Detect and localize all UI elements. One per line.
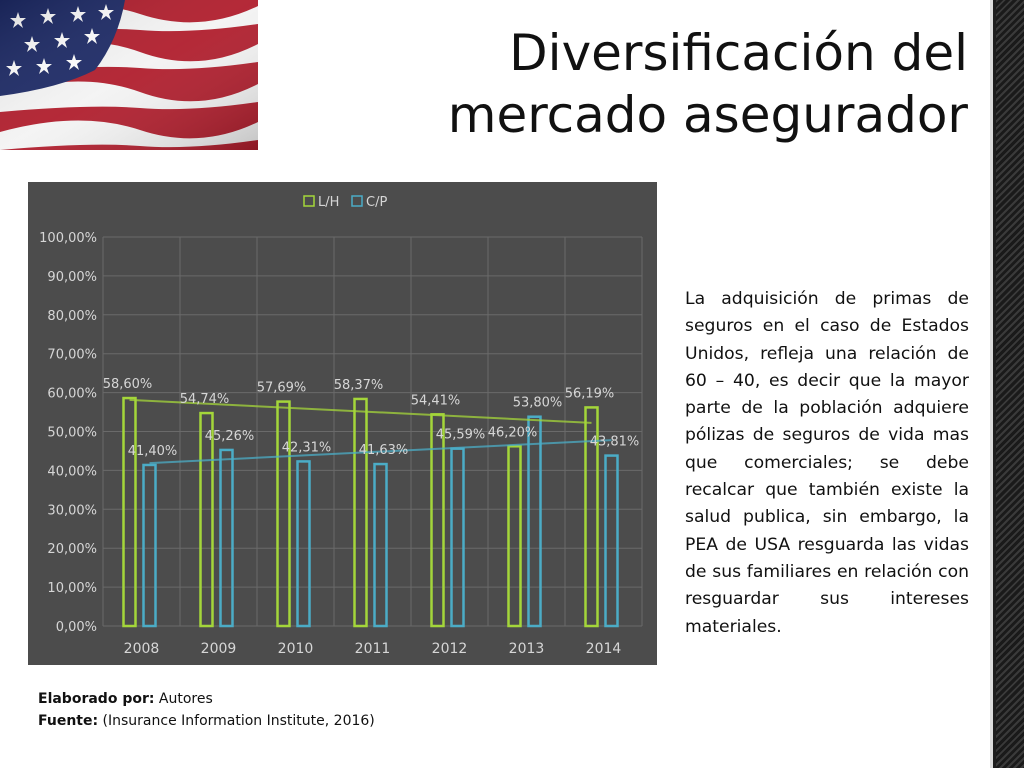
bar-lh: [507, 445, 522, 628]
x-tick-label: 2010: [278, 641, 314, 657]
trendline-cp: [149, 439, 612, 465]
y-tick-label: 100,00%: [39, 231, 97, 246]
credits-source-line: Fuente: (Insurance Information Institute…: [38, 710, 375, 732]
y-tick-label: 40,00%: [47, 464, 97, 479]
credits: Elaborado por: Autores Fuente: (Insuranc…: [38, 688, 375, 732]
x-tick-label: 2013: [509, 641, 545, 657]
title-line-1: Diversificación del: [509, 24, 968, 82]
bar-lh: [276, 400, 291, 628]
data-label-lh: 58,60%: [103, 377, 153, 392]
data-label-cp: 41,40%: [128, 444, 178, 459]
title-line-2: mercado asegurador: [447, 86, 968, 144]
legend-swatch: [351, 195, 363, 207]
bar-cp: [296, 460, 311, 628]
data-label-cp: 42,31%: [282, 440, 332, 455]
chart-svg: 0,00% 10,00% 20,00% 30,00% 40,00% 50,00% 60,00…: [39, 195, 643, 657]
data-label-cp: 41,63%: [359, 443, 409, 458]
y-tick-label: 50,00%: [47, 426, 97, 441]
data-label-lh: 54,74%: [180, 392, 230, 407]
data-label-cp: 53,80%: [513, 396, 563, 411]
y-tick-label: 10,00%: [47, 581, 97, 596]
credits-author-value: Autores: [154, 691, 213, 707]
description-paragraph: La adquisición de primas de seguros en e…: [685, 289, 969, 637]
bar-cp: [604, 454, 619, 628]
data-label-lh: 54,41%: [411, 393, 461, 408]
bar-cp: [373, 462, 388, 628]
y-tick-label: 30,00%: [47, 503, 97, 518]
data-label-cp: 43,81%: [590, 435, 640, 450]
bar-cp: [219, 448, 234, 628]
y-tick-label: 80,00%: [47, 309, 97, 324]
data-label-lh: 56,19%: [565, 386, 615, 401]
bar-lh: [199, 411, 214, 628]
y-tick-label: 20,00%: [47, 542, 97, 557]
trendline-lh: [129, 398, 592, 424]
bar-cp: [450, 447, 465, 628]
slide-title: Diversificación del mercado asegurador: [408, 22, 968, 146]
bar-lh: [430, 413, 445, 628]
y-tick-label: 0,00%: [56, 620, 97, 635]
data-label-cp: 45,59%: [436, 428, 486, 443]
legend-label: L/H: [318, 195, 339, 210]
x-tick-label: 2008: [124, 641, 160, 657]
legend-swatch: [303, 195, 315, 207]
data-label-cp: 45,26%: [205, 429, 255, 444]
data-label-lh: 58,37%: [334, 378, 384, 393]
x-tick-label: 2009: [201, 641, 237, 657]
x-tick-label: 2014: [586, 641, 622, 657]
credits-author-line: Elaborado por: Autores: [38, 688, 375, 710]
y-tick-label: 60,00%: [47, 387, 97, 402]
credits-source-label: Fuente:: [38, 713, 99, 729]
y-tick-label: 90,00%: [47, 270, 97, 285]
decorative-side-strip: [990, 0, 1024, 768]
bar-chart: 0,00% 10,00% 20,00% 30,00% 40,00% 50,00% 60,00…: [28, 182, 657, 665]
legend-label: C/P: [366, 195, 387, 210]
credits-source-value: (Insurance Information Institute, 2016): [98, 713, 375, 729]
y-tick-label: 70,00%: [47, 348, 97, 363]
bar-cp: [527, 415, 542, 628]
us-flag-image: [0, 0, 258, 150]
bar-lh: [353, 397, 368, 628]
x-tick-label: 2011: [355, 641, 391, 657]
bar-lh: [122, 396, 137, 628]
data-label-lh: 46,20%: [488, 425, 538, 440]
bar-cp: [142, 463, 157, 628]
x-tick-label: 2012: [432, 641, 468, 657]
data-label-lh: 57,69%: [257, 381, 307, 396]
bar-lh: [584, 406, 599, 628]
credits-author-label: Elaborado por:: [38, 691, 155, 707]
